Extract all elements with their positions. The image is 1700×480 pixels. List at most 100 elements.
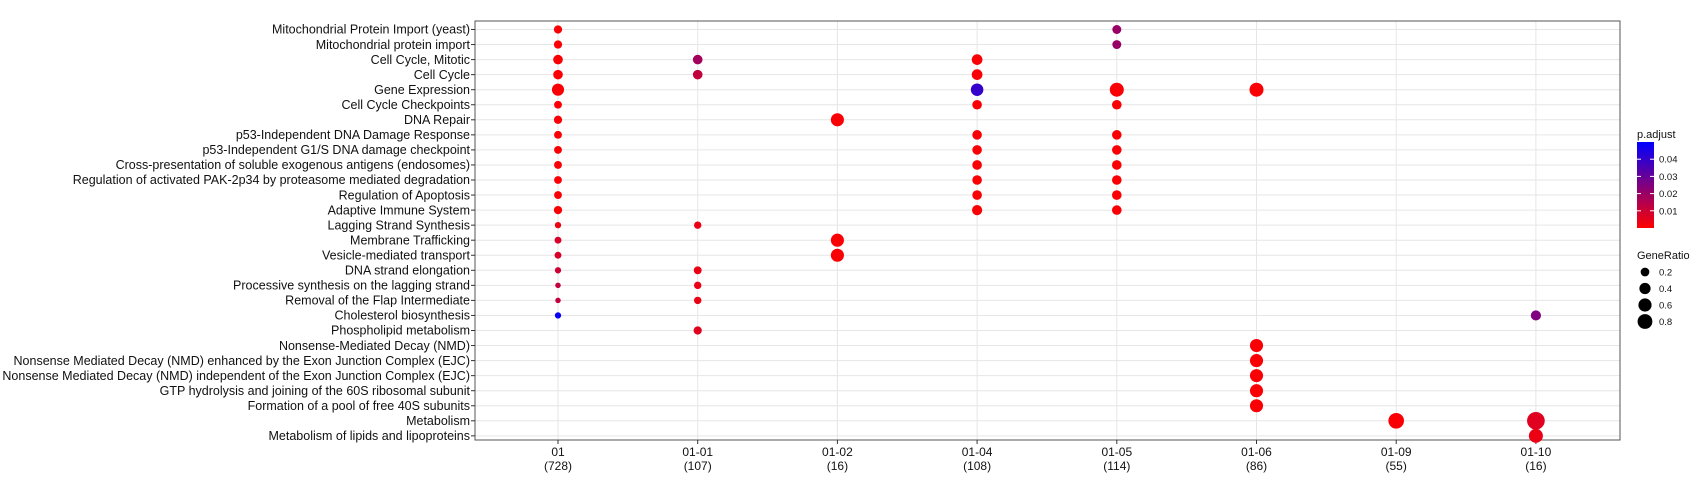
size-key-dot bbox=[1638, 298, 1652, 312]
size-key-dot bbox=[1639, 282, 1651, 295]
size-legend-keys: 0.2 0.4 0.6 0.8 bbox=[1637, 267, 1672, 329]
data-point bbox=[1249, 399, 1264, 413]
data-point bbox=[553, 40, 563, 49]
data-point bbox=[554, 161, 562, 169]
data-point bbox=[553, 205, 563, 215]
y-tick-label: Membrane Trafficking bbox=[350, 233, 470, 247]
data-point bbox=[553, 115, 563, 124]
y-tick-label: Metabolism of lipids and lipoproteins bbox=[269, 429, 471, 443]
x-tick-label: 01-01 bbox=[682, 445, 713, 459]
size-key-label: 0.6 bbox=[1659, 301, 1672, 312]
x-tick-count: (16) bbox=[1525, 459, 1546, 473]
data-point bbox=[971, 54, 983, 65]
x-tick-label: 01-04 bbox=[962, 445, 993, 459]
data-point bbox=[972, 99, 982, 110]
x-tick-count: (114) bbox=[1103, 459, 1130, 473]
y-tick-label: Cross-presentation of soluble exogenous … bbox=[116, 158, 470, 172]
data-point bbox=[554, 191, 562, 199]
x-tick-label: 01-02 bbox=[822, 445, 853, 459]
size-key-label: 0.8 bbox=[1659, 317, 1672, 328]
data-point bbox=[1388, 412, 1405, 429]
data-point bbox=[970, 83, 984, 96]
size-key-dot bbox=[1640, 267, 1650, 277]
grid-lines bbox=[475, 21, 1620, 440]
y-tick-label: DNA strand elongation bbox=[345, 264, 470, 278]
data-point bbox=[972, 175, 982, 185]
y-tick-label: p53-Independent DNA Damage Response bbox=[236, 128, 470, 142]
data-point bbox=[972, 205, 983, 216]
y-tick-label: DNA Repair bbox=[404, 113, 470, 127]
size-legend-title: GeneRatio bbox=[1637, 250, 1690, 262]
y-tick-label: Cholesterol biosynthesis bbox=[335, 309, 471, 323]
data-point bbox=[554, 176, 562, 184]
x-tick-count: (107) bbox=[684, 459, 712, 473]
y-tick-label: Formation of a pool of free 40S subunits bbox=[248, 399, 470, 413]
data-point bbox=[972, 130, 982, 140]
plot-panel bbox=[474, 20, 1621, 441]
data-point bbox=[553, 54, 563, 65]
data-point bbox=[1528, 428, 1543, 443]
data-point bbox=[1527, 411, 1545, 430]
x-axis-labels: 01(728)01-01(107)01-02(16)01-04(108)01-0… bbox=[544, 440, 1552, 473]
y-tick-label: Cell Cycle bbox=[414, 68, 470, 82]
y-tick-label: Cell Cycle, Mitotic bbox=[371, 53, 470, 67]
data-point bbox=[694, 221, 702, 229]
y-tick-label: Lagging Strand Synthesis bbox=[328, 218, 470, 232]
data-point bbox=[1249, 369, 1264, 383]
data-point bbox=[692, 54, 703, 65]
data-point bbox=[1111, 130, 1122, 140]
data-point bbox=[1249, 82, 1264, 97]
y-tick-label: Gene Expression bbox=[374, 83, 470, 97]
data-point bbox=[830, 248, 844, 262]
x-tick-label: 01-09 bbox=[1381, 445, 1412, 459]
x-tick-count: (86) bbox=[1246, 459, 1267, 473]
data-point bbox=[554, 145, 562, 154]
data-point bbox=[692, 69, 703, 80]
y-tick-label: Nonsense Mediated Decay (NMD) independen… bbox=[2, 369, 470, 383]
size-key-dot bbox=[1637, 314, 1653, 329]
data-point bbox=[1249, 384, 1264, 398]
legend: p.adjust 0.040.030.020.01 GeneRatio 0.20… bbox=[1637, 129, 1690, 329]
x-tick-count: (728) bbox=[544, 459, 572, 473]
data-points bbox=[551, 25, 1545, 443]
size-key-label: 0.4 bbox=[1659, 284, 1672, 295]
y-tick-label: Adaptive Immune System bbox=[328, 203, 470, 217]
data-point bbox=[555, 282, 561, 289]
color-legend-title: p.adjust bbox=[1637, 129, 1676, 141]
x-tick-count: (108) bbox=[963, 459, 991, 473]
data-point bbox=[1111, 175, 1122, 185]
data-point bbox=[1112, 40, 1122, 50]
color-legend-bar bbox=[1637, 142, 1654, 228]
data-point bbox=[1249, 354, 1264, 368]
y-tick-label: Mitochondrial protein import bbox=[316, 38, 471, 52]
y-tick-label: Phospholipid metabolism bbox=[331, 324, 470, 338]
data-point bbox=[1109, 82, 1124, 97]
color-tick-label: 0.01 bbox=[1659, 206, 1678, 217]
data-point bbox=[694, 296, 702, 305]
x-tick-label: 01-10 bbox=[1521, 445, 1552, 459]
data-point bbox=[554, 267, 562, 274]
y-tick-label: Vesicle-mediated transport bbox=[322, 248, 471, 262]
data-point bbox=[1111, 99, 1122, 110]
x-tick-count: (55) bbox=[1386, 459, 1407, 473]
x-tick-label: 01-05 bbox=[1101, 445, 1132, 459]
color-legend-ticks: 0.04 0.03 0.02 0.01 bbox=[1637, 155, 1678, 217]
data-point bbox=[555, 297, 561, 304]
y-tick-label: GTP hydrolysis and joining of the 60S ri… bbox=[160, 384, 471, 398]
y-tick-label: p53-Independent G1/S DNA damage checkpoi… bbox=[202, 143, 470, 157]
y-tick-label: Removal of the Flap Intermediate bbox=[285, 294, 470, 308]
x-tick-count: (16) bbox=[827, 459, 848, 473]
y-tick-label: Metabolism bbox=[406, 414, 470, 428]
data-point bbox=[554, 251, 562, 259]
data-point bbox=[554, 236, 562, 244]
color-tick-label: 0.04 bbox=[1659, 155, 1678, 166]
data-point bbox=[1249, 339, 1264, 353]
color-tick-label: 0.02 bbox=[1659, 189, 1678, 200]
data-point bbox=[1530, 310, 1541, 321]
data-point bbox=[971, 69, 983, 81]
y-tick-label: Nonsense Mediated Decay (NMD) enhanced b… bbox=[14, 354, 470, 368]
y-tick-label: Cell Cycle Checkpoints bbox=[341, 98, 470, 112]
data-point bbox=[972, 160, 982, 170]
x-tick-label: 01-06 bbox=[1241, 445, 1272, 459]
